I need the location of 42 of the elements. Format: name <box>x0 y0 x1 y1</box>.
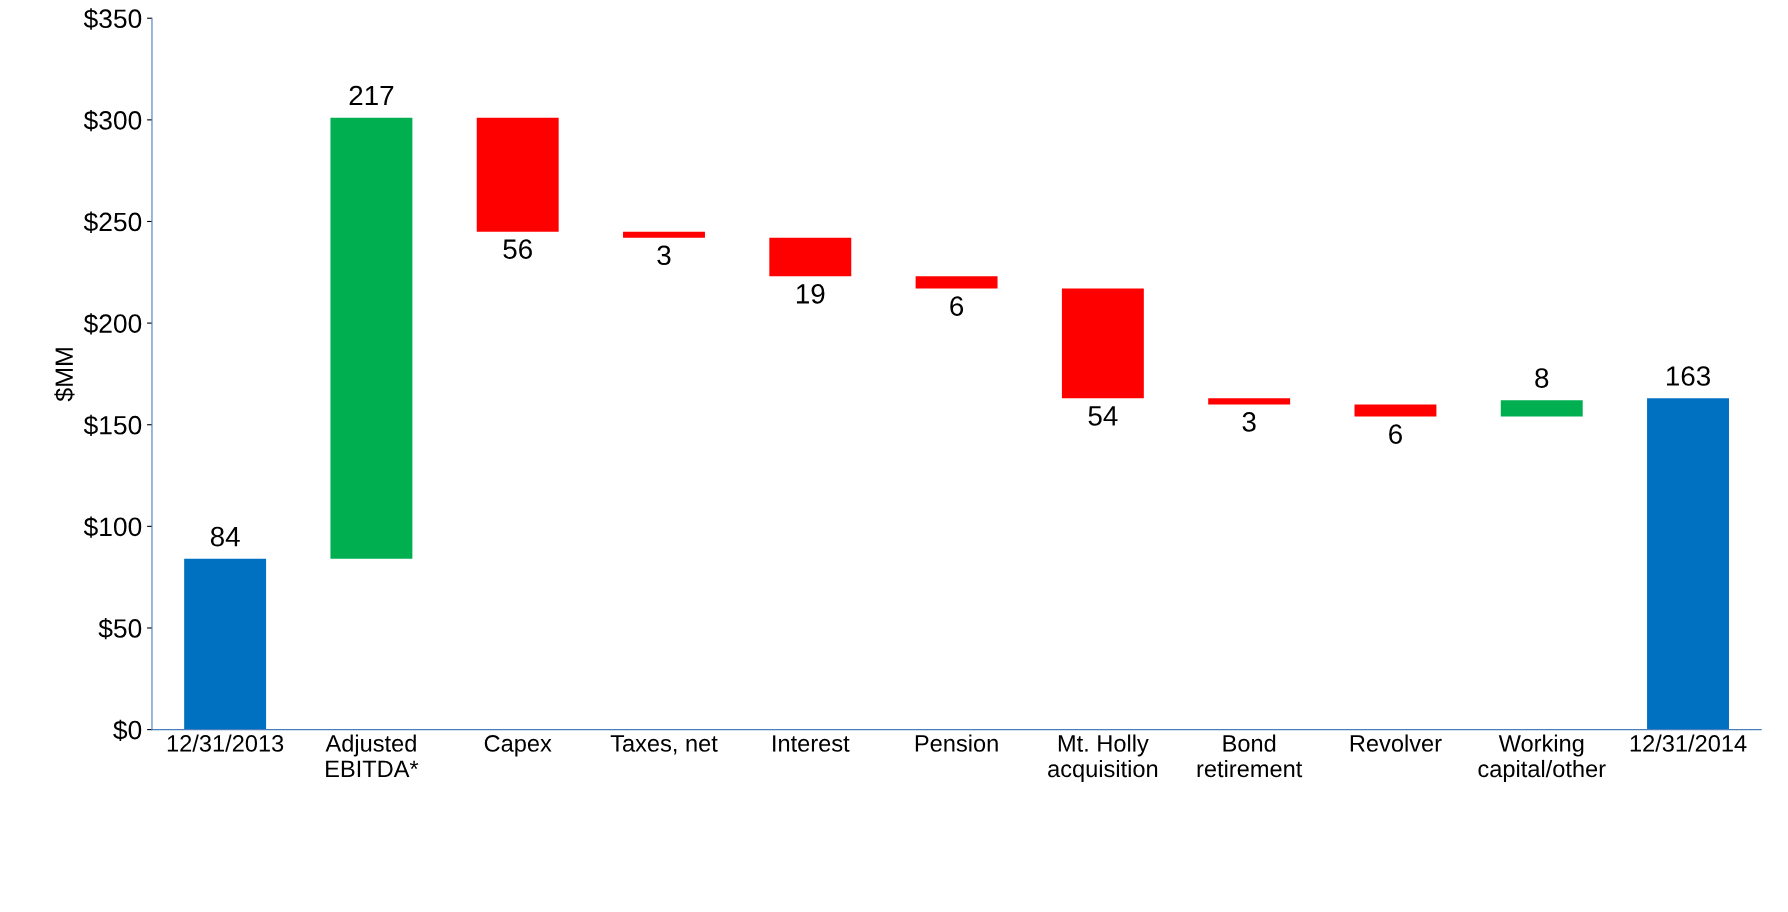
x-tick-label: Mt. Holly acquisition <box>1048 734 1158 782</box>
bar <box>330 117 413 559</box>
bar <box>1647 398 1729 730</box>
x-tick-label: 12/31/2014 <box>1630 734 1747 752</box>
y-tick-label: $0 <box>113 719 142 741</box>
data-label: 19 <box>796 284 825 304</box>
bar <box>476 117 559 232</box>
bar <box>1500 400 1583 417</box>
data-label: 84 <box>210 526 240 547</box>
y-tick-label: $250 <box>83 211 142 233</box>
x-tick-label: Bond retirement <box>1197 734 1303 778</box>
y-tick-label: $350 <box>83 8 142 30</box>
y-axis-title: $MM <box>54 348 75 402</box>
data-label: 6 <box>1389 424 1402 444</box>
data-label: 8 <box>1535 368 1549 388</box>
y-tick-label: $150 <box>83 414 142 437</box>
x-tick-label: Adjusted EBITDA* <box>325 734 419 777</box>
x-tick-label: 12/31/2013 <box>167 734 284 752</box>
bar <box>623 231 705 238</box>
bar <box>915 276 998 289</box>
data-label: 56 <box>503 239 532 259</box>
data-label: 6 <box>950 296 964 316</box>
x-tick-label: Taxes, net <box>610 735 718 755</box>
y-tick-label: $100 <box>83 516 142 538</box>
data-label: 3 <box>657 245 671 266</box>
bar <box>1208 398 1291 405</box>
y-tick-label: $300 <box>83 109 142 132</box>
bar <box>1354 404 1437 417</box>
x-tick-label: Pension <box>915 734 998 752</box>
bar <box>184 558 267 730</box>
data-label: 163 <box>1666 366 1710 386</box>
x-tick-label: Interest <box>773 735 850 752</box>
data-label: 217 <box>349 85 394 106</box>
y-tick-label: $200 <box>83 313 142 335</box>
x-tick-label: Working capital/other <box>1478 734 1606 782</box>
data-label: 54 <box>1088 406 1118 426</box>
x-tick-label: Revolver <box>1350 734 1442 752</box>
y-tick-label: $50 <box>98 618 142 640</box>
bar <box>769 237 852 277</box>
bar <box>1061 288 1144 399</box>
data-label: 3 <box>1242 412 1256 432</box>
x-tick-label: Capex <box>484 735 552 757</box>
